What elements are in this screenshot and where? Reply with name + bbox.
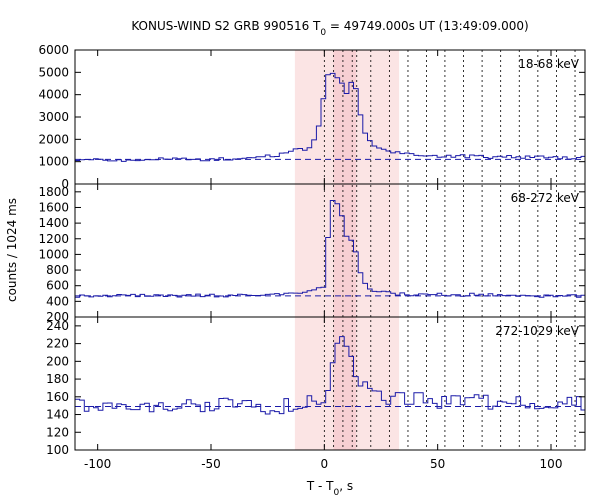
light-curve-0: [75, 72, 585, 162]
energy-band-label-1: 68-272 keV: [511, 191, 580, 205]
x-tick-label-4: 100: [540, 457, 563, 471]
x-tick-label-0: -100: [84, 457, 111, 471]
y-tick-label-2-0: 100: [46, 443, 69, 457]
y-tick-label-2-5: 200: [46, 354, 69, 368]
panel-frame-2: [74, 316, 586, 451]
y-tick-label-2-4: 180: [46, 372, 69, 386]
axes-layer: [74, 49, 586, 451]
y-tick-label-2-1: 120: [46, 425, 69, 439]
x-tick-label-2: 0: [321, 457, 329, 471]
y-tick-label-2-3: 160: [46, 390, 69, 404]
y-tick-label-1-0: 200: [46, 310, 69, 324]
y-tick-label-2-6: 220: [46, 337, 69, 351]
y-tick-label-1-4: 1000: [38, 247, 69, 261]
light-curve-2: [75, 336, 585, 415]
y-tick-label-2-7: 240: [46, 319, 69, 333]
light-curve-1: [75, 200, 585, 298]
y-tick-label-1-1: 400: [46, 294, 69, 308]
energy-band-label-2: 272-1029 keV: [495, 324, 579, 338]
y-tick-label-0-4: 4000: [38, 88, 69, 102]
vertical-lines-layer: [323, 50, 576, 450]
y-tick-label-0-5: 5000: [38, 65, 69, 79]
chart-title: KONUS-WIND S2 GRB 990516 T0 = 49749.000s…: [131, 19, 528, 38]
light-curves-layer: [75, 72, 585, 415]
y-tick-label-0-0: 0: [61, 177, 69, 191]
y-tick-label-1-2: 600: [46, 279, 69, 293]
y-tick-label-0-3: 3000: [38, 110, 69, 124]
y-tick-label-0-1: 1000: [38, 155, 69, 169]
y-tick-label-1-3: 800: [46, 263, 69, 277]
y-tick-label-1-5: 1200: [38, 232, 69, 246]
y-tick-label-2-2: 140: [46, 408, 69, 422]
energy-band-label-0: 18-68 keV: [518, 57, 580, 71]
x-axis-label: T - T0, s: [306, 479, 353, 498]
y-axis-label: counts / 1024 ms: [5, 198, 19, 302]
inner-shaded-interval: [333, 50, 357, 450]
y-tick-label-0-6: 6000: [38, 43, 69, 57]
x-tick-label-1: -50: [201, 457, 221, 471]
y-tick-label-1-6: 1400: [38, 216, 69, 230]
y-tick-label-0-2: 2000: [38, 132, 69, 146]
y-tick-label-1-8: 1800: [38, 185, 69, 199]
shaded-interval-layer: [294, 50, 400, 450]
y-tick-label-1-7: 1600: [38, 200, 69, 214]
x-tick-label-3: 50: [430, 457, 445, 471]
